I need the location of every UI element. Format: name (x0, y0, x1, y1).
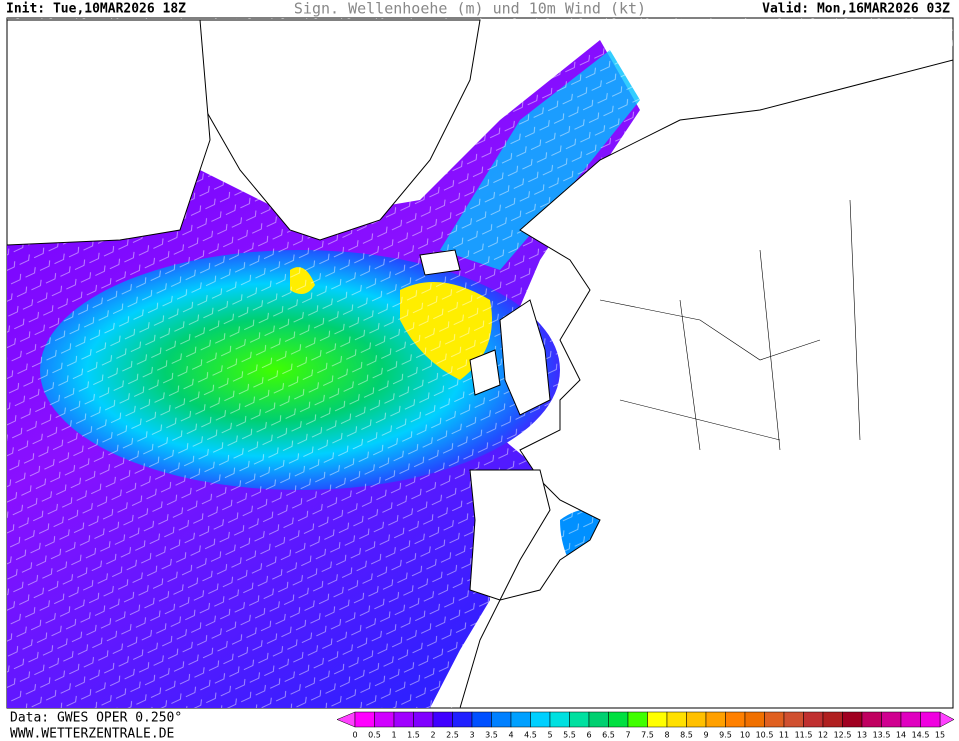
iceland (419, 249, 461, 276)
colorbar: 0 0.5 1 1.5 2 2.5 3 3.5 4 4.5 5 5.5 6 6.5 7 7.5 8 8.5 9 9.5… (336, 711, 955, 740)
colorbar-label: 2 (430, 731, 435, 740)
colorbar-label: 7.5 (641, 731, 654, 740)
colorbar-label: 4 (508, 731, 513, 740)
colorbar-swatch (686, 711, 707, 728)
colorbar-swatch (510, 711, 531, 728)
data-source: Data: GWES OPER 0.250° (10, 711, 182, 726)
ireland (469, 349, 501, 396)
colorbar-swatch (354, 711, 375, 728)
europe (459, 59, 954, 709)
colorbar-swatch (744, 711, 765, 728)
colorbar-swatch (549, 711, 570, 728)
website: WWW.WETTERZENTRALE.DE (10, 727, 174, 741)
colorbar-swatch (491, 711, 512, 728)
colorbar-swatch (900, 711, 921, 728)
colorbar-label: 15 (935, 731, 945, 740)
colorbar-swatch (608, 711, 629, 728)
colorbar-swatch (920, 711, 941, 728)
colorbar-label: 10 (740, 731, 750, 740)
colorbar-swatch (569, 711, 590, 728)
colorbar-swatch (725, 711, 746, 728)
colorbar-label: 12.5 (834, 731, 852, 740)
colorbar-label: 14.5 (912, 731, 930, 740)
colorbar-label: 0 (352, 731, 357, 740)
init-time: Init: Tue,10MAR2026 18Z (6, 2, 186, 17)
iberia (469, 469, 551, 601)
colorbar-label: 1 (391, 731, 396, 740)
colorbar-swatch (393, 711, 414, 728)
colorbar-swatch (803, 711, 824, 728)
colorbar-swatch (413, 711, 434, 728)
colorbar-label: 14 (896, 731, 906, 740)
colorbar-label: 3.5 (485, 731, 498, 740)
colorbar-label: 5.5 (563, 731, 576, 740)
colorbar-label: 8 (664, 731, 669, 740)
colorbar-swatch (471, 711, 492, 728)
colorbar-label: 4.5 (524, 731, 537, 740)
colorbar-swatch (530, 711, 551, 728)
greenland (199, 19, 481, 241)
colorbar-label: 6.5 (602, 731, 615, 740)
colorbar-label: 11.5 (795, 731, 813, 740)
canada (6, 19, 211, 246)
map-title: Sign. Wellenhoehe (m) und 10m Wind (kt) (294, 0, 646, 18)
colorbar-label: 5 (547, 731, 552, 740)
colorbar-label: 8.5 (680, 731, 693, 740)
colorbar-swatch (764, 711, 785, 728)
colorbar-label: 7 (625, 731, 630, 740)
britain (499, 299, 551, 416)
colorbar-swatch (822, 711, 843, 728)
colorbar-swatch (842, 711, 863, 728)
colorbar-label: 0.5 (368, 731, 381, 740)
colorbar-label: 13 (857, 731, 867, 740)
colorbar-swatch (647, 711, 668, 728)
colorbar-over (939, 711, 955, 728)
colorbar-under (336, 711, 356, 728)
valid-time: Valid: Mon,16MAR2026 03Z (762, 2, 950, 17)
borders (599, 199, 861, 451)
colorbar-swatch (861, 711, 882, 728)
colorbar-swatch (666, 711, 687, 728)
colorbar-swatch (432, 711, 453, 728)
colorbar-label: 9.5 (719, 731, 732, 740)
colorbar-label: 12 (818, 731, 828, 740)
colorbar-swatch (881, 711, 902, 728)
colorbar-swatch (705, 711, 726, 728)
colorbar-label: 2.5 (446, 731, 459, 740)
colorbar-swatch (783, 711, 804, 728)
colorbar-label: 3 (469, 731, 474, 740)
colorbar-swatch (588, 711, 609, 728)
colorbar-swatch (452, 711, 473, 728)
colorbar-label: 13.5 (873, 731, 891, 740)
colorbar-label: 6 (586, 731, 591, 740)
colorbar-label: 10.5 (756, 731, 774, 740)
colorbar-label: 11 (779, 731, 789, 740)
colorbar-swatch (627, 711, 648, 728)
colorbar-label: 9 (703, 731, 708, 740)
colorbar-swatch (374, 711, 395, 728)
colorbar-label: 1.5 (407, 731, 420, 740)
